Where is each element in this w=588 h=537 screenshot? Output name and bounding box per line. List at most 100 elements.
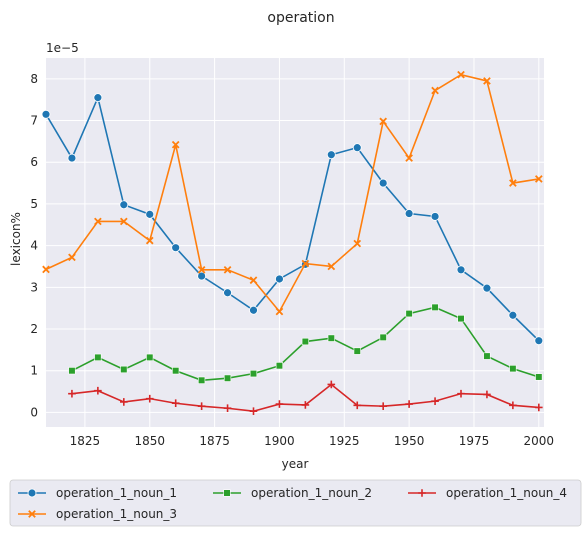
series-line [45,95,540,342]
series-operation_1_noun_4 [68,380,543,415]
data-point [326,150,336,160]
legend-item: operation_1_noun_3 [18,507,177,521]
data-point [197,265,206,274]
plot-area [46,58,544,427]
data-point [171,140,180,149]
data-point [457,389,465,398]
x-axis-label: year [282,457,309,471]
data-point [509,401,517,410]
legend-item: operation_1_noun_4 [408,486,567,500]
data-point [353,347,361,355]
legend-label: operation_1_noun_2 [251,486,372,500]
data-point [198,376,206,384]
data-point [509,365,517,373]
data-point [223,404,232,413]
legend-marker [418,489,426,497]
data-point [68,367,76,375]
y-tick-label: 6 [30,155,38,169]
series-operation_1_noun_2 [68,303,543,384]
y-tick-label: 7 [30,114,38,128]
data-point [534,336,544,346]
data-point [146,353,154,361]
data-point [249,276,258,285]
data-point [404,209,414,218]
x-tick-label: 1875 [199,434,230,448]
data-point [457,314,465,323]
y-tick-label: 8 [30,72,38,86]
data-point [301,401,310,409]
legend-marker [223,489,231,497]
data-point [301,259,310,268]
data-point [145,394,154,403]
y-axis-ticks: 0 1 2 3 4 5 6 7 8 [30,72,38,420]
data-point [301,337,309,346]
data-point [68,389,76,398]
legend-label: operation_1_noun_3 [56,507,177,521]
data-point [41,109,51,119]
legend-marker [27,488,37,498]
x-tick-label: 1850 [134,434,165,448]
chart-title: operation [267,10,334,26]
data-point [430,212,440,221]
x-tick-label: 1825 [70,434,101,448]
data-point [223,265,232,274]
x-tick-label: 1975 [459,434,490,448]
grid-lines [46,58,544,427]
data-point [405,400,413,408]
data-point [275,400,284,408]
data-point [457,70,465,79]
data-point [508,310,518,320]
data-point [483,390,491,399]
series-layer [41,70,544,415]
data-point [68,253,76,262]
legend-label: operation_1_noun_1 [56,486,177,500]
data-point [197,402,206,410]
y-tick-label: 2 [30,322,38,336]
data-point [94,217,102,226]
data-point [223,288,232,298]
data-point [352,143,362,153]
data-point [535,373,543,381]
data-point [327,262,336,271]
data-point [483,77,491,85]
data-point [171,399,180,408]
data-point [509,179,517,187]
y-tick-label: 1 [30,364,38,378]
data-point [67,153,77,163]
data-point [197,271,207,281]
data-point [456,265,466,275]
data-point [172,367,180,375]
data-point [405,154,413,162]
legend-label: operation_1_noun_4 [446,486,567,500]
data-point [353,239,362,248]
x-tick-label: 2000 [524,434,555,448]
data-point [405,309,413,318]
data-point [535,403,543,412]
data-point [119,217,128,226]
data-point [249,370,258,378]
data-point [145,209,155,219]
data-point [327,380,336,389]
data-point [431,303,439,311]
series-line [45,73,539,313]
x-tick-label: 1925 [329,434,360,448]
data-point [249,407,258,415]
series-operation_1_noun_1 [41,93,544,346]
data-point [353,401,362,410]
legend-item: operation_1_noun_2 [213,486,372,500]
data-point [145,236,154,245]
data-point [379,333,387,341]
data-point [327,334,335,342]
data-point [93,93,103,103]
y-tick-label: 4 [30,239,38,253]
data-point [120,365,128,374]
legend-frame [9,479,582,527]
data-point [171,243,181,253]
data-point [275,274,284,284]
x-axis-ticks: 1825 1850 1875 1900 1925 1950 1975 2000 [70,434,554,448]
data-point [275,362,284,370]
data-point [379,117,388,126]
data-point [431,86,439,95]
data-point [249,305,258,315]
